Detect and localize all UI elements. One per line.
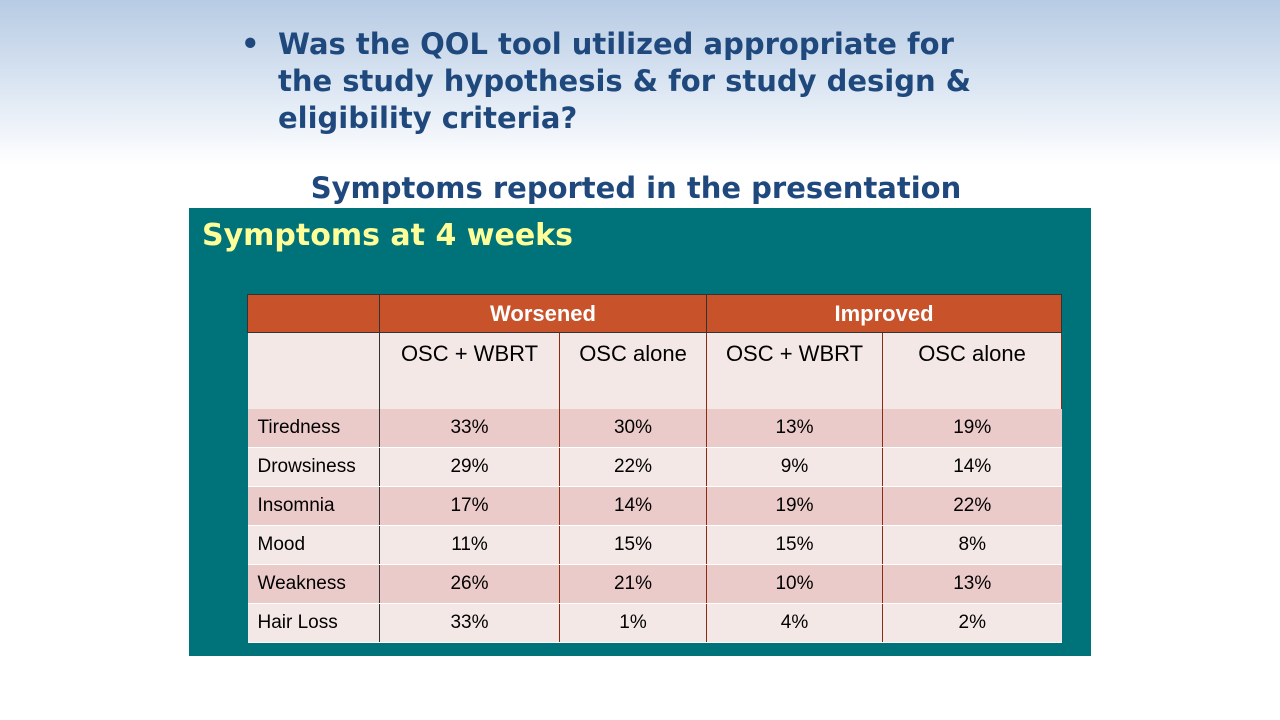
- table-cell: 1%: [559, 603, 707, 643]
- table-row: Insomnia 17% 14% 19% 22%: [247, 486, 1062, 526]
- table-cell: 13%: [882, 564, 1062, 604]
- group-header-improved: Improved: [706, 294, 1062, 333]
- symptoms-panel: Symptoms at 4 weeks Worsened Improved OS…: [189, 208, 1091, 656]
- table-cell: 29%: [379, 447, 560, 487]
- table-row: Mood 11% 15% 15% 8%: [247, 525, 1062, 565]
- table-cell: 13%: [706, 409, 883, 448]
- panel-title: Symptoms at 4 weeks: [202, 218, 573, 253]
- table-cell: 33%: [379, 409, 560, 448]
- subheader-blank-cell: [247, 332, 380, 409]
- table-cell: 11%: [379, 525, 560, 565]
- group-header-worsened: Worsened: [379, 294, 707, 333]
- table-cell: 10%: [706, 564, 883, 604]
- row-label: Weakness: [247, 564, 380, 604]
- symptoms-table: Worsened Improved OSC + WBRT OSC alone O…: [247, 294, 1062, 643]
- table-cell: 30%: [559, 409, 707, 448]
- table-row: Drowsiness 29% 22% 9% 14%: [247, 447, 1062, 487]
- table-cell: 14%: [559, 486, 707, 526]
- bullet-marker: •: [241, 27, 260, 61]
- row-label: Insomnia: [247, 486, 380, 526]
- table-cell: 26%: [379, 564, 560, 604]
- table-cell: 19%: [706, 486, 883, 526]
- row-label: Drowsiness: [247, 447, 380, 487]
- table-row: Weakness 26% 21% 10% 13%: [247, 564, 1062, 604]
- table-row: Tiredness 33% 30% 13% 19%: [247, 409, 1062, 448]
- slide-subtitle: Symptoms reported in the presentation: [310, 171, 962, 205]
- subheader-improved-osc-wbrt: OSC + WBRT: [706, 332, 883, 409]
- table-cell: 2%: [882, 603, 1062, 643]
- subheader-improved-osc-alone: OSC alone: [882, 332, 1062, 409]
- table-cell: 22%: [882, 486, 1062, 526]
- table-cell: 33%: [379, 603, 560, 643]
- table-cell: 14%: [882, 447, 1062, 487]
- row-label: Tiredness: [247, 409, 380, 448]
- table-cell: 22%: [559, 447, 707, 487]
- table-cell: 19%: [882, 409, 1062, 448]
- header-blank-cell: [247, 294, 380, 333]
- table-cell: 8%: [882, 525, 1062, 565]
- table-cell: 15%: [559, 525, 707, 565]
- table-cell: 4%: [706, 603, 883, 643]
- row-label: Hair Loss: [247, 603, 380, 643]
- table-cell: 17%: [379, 486, 560, 526]
- subheader-worsened-osc-wbrt: OSC + WBRT: [379, 332, 560, 409]
- row-label: Mood: [247, 525, 380, 565]
- table-cell: 15%: [706, 525, 883, 565]
- subheader-worsened-osc-alone: OSC alone: [559, 332, 707, 409]
- table-cell: 21%: [559, 564, 707, 604]
- slide-question: Was the QOL tool utilized appropriate fo…: [278, 27, 972, 135]
- table-row: Hair Loss 33% 1% 4% 2%: [247, 603, 1062, 643]
- group-header-row: Worsened Improved: [247, 294, 1062, 333]
- table-cell: 9%: [706, 447, 883, 487]
- subheader-row: OSC + WBRT OSC alone OSC + WBRT OSC alon…: [247, 332, 1062, 409]
